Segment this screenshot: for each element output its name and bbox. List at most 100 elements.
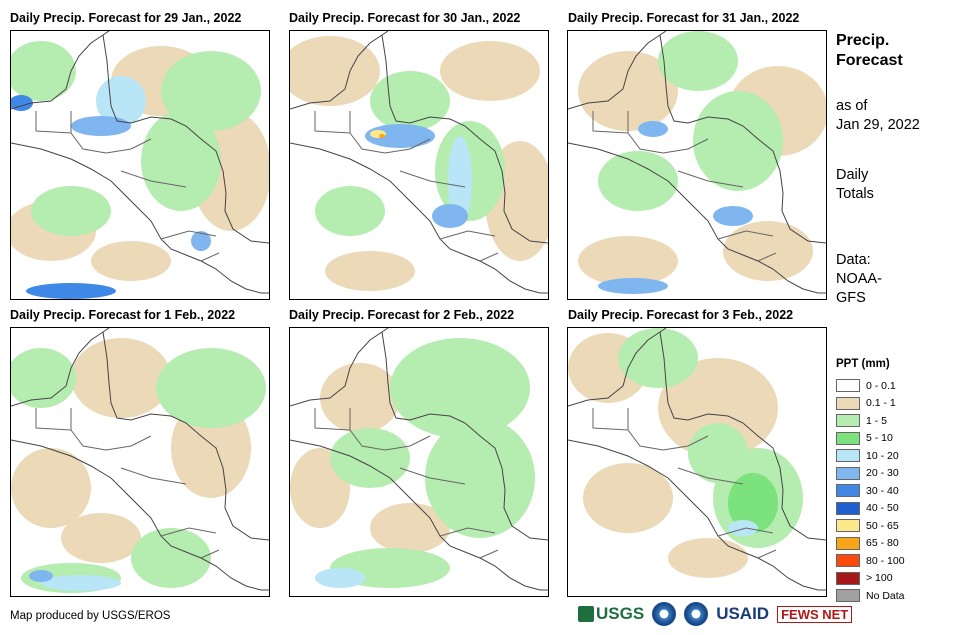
- map-panel-31-jan: [567, 30, 827, 300]
- usaid-seal-icon: [684, 602, 709, 626]
- usaid-logo: USAID: [716, 604, 770, 623]
- legend-swatch: [836, 571, 860, 585]
- data-line2: NOAA-: [836, 271, 882, 287]
- legend-label: 65 - 80: [866, 537, 899, 550]
- precip-area: [71, 116, 131, 136]
- data-line1: Data:: [836, 252, 871, 268]
- legend-label: 5 - 10: [866, 432, 893, 445]
- precip-area: [161, 51, 261, 131]
- logo-strip: USGS USAID FEWS NET: [578, 600, 853, 628]
- map-panel-30-jan: [289, 30, 549, 300]
- legend-item: 5 - 10: [836, 430, 966, 448]
- coastline: [290, 328, 548, 591]
- side-title-line2: Forecast: [836, 52, 903, 69]
- precip-area: [41, 575, 121, 591]
- precip-area: [96, 76, 146, 126]
- precip-map-1-feb: [11, 328, 269, 593]
- data-source: Data: NOAA- GFS: [836, 251, 946, 308]
- precip-area: [693, 91, 783, 191]
- legend-label: 10 - 20: [866, 449, 899, 462]
- panel-title-2: Daily Precip. Forecast for 30 Jan., 2022: [289, 11, 521, 25]
- precip-area: [156, 348, 266, 428]
- legend-label: > 100: [866, 572, 893, 585]
- legend-item: 20 - 30: [836, 465, 966, 483]
- map-panel-2-feb: [289, 327, 549, 597]
- legend-item: 1 - 5: [836, 412, 966, 430]
- precip-area: [578, 236, 678, 286]
- legend-item: 80 - 100: [836, 552, 966, 570]
- precip-area: [71, 338, 171, 418]
- legend-item: No Data: [836, 587, 966, 605]
- precip-area: [432, 204, 468, 228]
- precip-area: [658, 31, 738, 91]
- legend-item: 30 - 40: [836, 482, 966, 500]
- precip-map-3-feb: [568, 328, 826, 591]
- precip-area: [658, 358, 778, 458]
- legend-item: 10 - 20: [836, 447, 966, 465]
- coastline: [568, 328, 826, 591]
- legend-swatch: [836, 431, 860, 445]
- daily-totals: Daily Totals: [836, 166, 946, 204]
- precip-area: [290, 36, 380, 106]
- usgs-logo: USGS: [578, 604, 644, 624]
- precip-area: [11, 448, 91, 528]
- legend-label: 0 - 0.1: [866, 379, 896, 392]
- precip-area: [91, 241, 171, 281]
- panel-title-5: Daily Precip. Forecast for 2 Feb., 2022: [289, 308, 515, 322]
- as-of-line2: Jan 29, 2022: [836, 117, 920, 133]
- legend-swatch: [836, 484, 860, 498]
- precip-area: [330, 428, 410, 488]
- legend-swatch: [836, 519, 860, 533]
- precip-area: [379, 134, 385, 138]
- precip-map-2-feb: [290, 328, 548, 591]
- precip-area: [578, 51, 678, 131]
- coastline: [11, 328, 269, 591]
- precip-area: [131, 528, 211, 588]
- panel-title-3: Daily Precip. Forecast for 31 Jan., 2022: [568, 11, 800, 25]
- precip-area: [29, 570, 53, 582]
- legend-swatch: [836, 536, 860, 550]
- precip-map-29-jan: [11, 31, 269, 299]
- legend-item: 40 - 50: [836, 500, 966, 518]
- legend-swatch: [836, 589, 860, 603]
- precip-area: [713, 206, 753, 226]
- coastline: [11, 31, 269, 294]
- precip-area: [61, 513, 141, 563]
- side-title: Precip. Forecast: [836, 31, 946, 71]
- precip-area: [448, 136, 472, 226]
- precip-area: [11, 41, 76, 101]
- map-panel-1-feb: [10, 327, 270, 597]
- precip-area: [11, 348, 76, 408]
- precip-area: [638, 121, 668, 137]
- precip-area: [728, 520, 758, 536]
- precip-area: [370, 503, 450, 553]
- legend-item: 50 - 65: [836, 517, 966, 535]
- coastline: [568, 31, 826, 294]
- as-of-line1: as of: [836, 98, 868, 114]
- legend-item: 0 - 0.1: [836, 377, 966, 395]
- side-title-line1: Precip.: [836, 32, 890, 49]
- legend-label: 0.1 - 1: [866, 397, 896, 410]
- legend-label: 40 - 50: [866, 502, 899, 515]
- precip-map-31-jan: [568, 31, 826, 294]
- legend-swatch: [836, 554, 860, 568]
- country-border: [592, 408, 777, 559]
- legend-swatch: [836, 466, 860, 480]
- fews-net-logo: FEWS NET: [777, 605, 853, 623]
- country-border: [35, 408, 220, 559]
- legend-rows: 0 - 0.1 0.1 - 1 1 - 5 5 - 10 10 - 20 20 - 30 3…: [836, 377, 966, 605]
- legend-swatch: [836, 414, 860, 428]
- legend-swatch: [836, 501, 860, 515]
- legend-label: 50 - 65: [866, 519, 899, 532]
- precip-area: [728, 473, 778, 533]
- data-line3: GFS: [836, 290, 866, 306]
- precip-area: [325, 251, 415, 291]
- precip-area: [583, 463, 673, 533]
- legend-label: No Data: [866, 589, 905, 602]
- legend-label: 80 - 100: [866, 554, 905, 567]
- precip-area: [440, 41, 540, 101]
- legend-title: PPT (mm): [836, 358, 890, 370]
- precip-area: [390, 338, 530, 438]
- legend-item: 65 - 80: [836, 535, 966, 553]
- legend-swatch: [836, 379, 860, 393]
